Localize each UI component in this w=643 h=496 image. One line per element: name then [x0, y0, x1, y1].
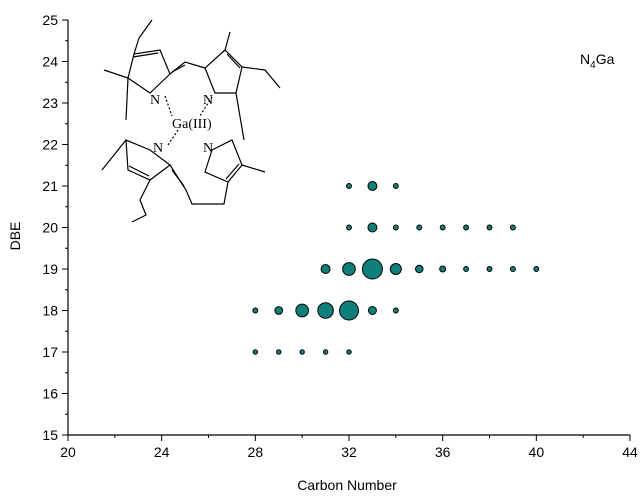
data-point: [342, 262, 356, 276]
x-tick-label: 36: [435, 444, 451, 460]
x-tick-label: 44: [622, 444, 638, 460]
data-point: [276, 349, 282, 355]
data-point: [346, 183, 352, 189]
x-tick-label: 40: [529, 444, 545, 460]
data-point: [439, 265, 447, 273]
methyl-substituent: [241, 164, 266, 173]
data-point: [389, 263, 402, 275]
molecule-atom-labels: N N N N Ga(III): [150, 93, 213, 156]
double-bond: [171, 64, 186, 73]
data-point: [509, 266, 516, 272]
data-point: [486, 266, 493, 272]
y-axis-title: DBE: [7, 222, 23, 251]
data-point: [463, 224, 470, 231]
axes: 20 24 28 32 36 40 44 15 16 17 18 19 20 21 22 23 24 25: [42, 12, 638, 460]
data-point: [392, 183, 399, 189]
y-tick-label: 19: [42, 261, 58, 277]
molecule-structure-diagram: [101, 19, 281, 223]
data-point: [320, 264, 331, 274]
pyrrole-ring-top-left: [127, 49, 171, 94]
ethyl-substituent: [133, 19, 153, 55]
data-point: [486, 224, 493, 231]
data-point: [416, 224, 423, 231]
data-point: [367, 222, 378, 233]
pyrrole-ring-bottom-left: [125, 139, 171, 181]
y-tick-label: 17: [42, 344, 58, 360]
data-points: [252, 181, 540, 355]
data-point: [367, 181, 378, 191]
x-tick-label: 20: [60, 444, 76, 460]
data-point: [252, 307, 259, 314]
atom-label-n3: N: [153, 141, 163, 156]
methyl-substituent: [101, 139, 127, 171]
data-point: [509, 224, 516, 231]
x-tick-label: 28: [248, 444, 264, 460]
data-point: [299, 349, 305, 355]
x-axis-title: Carbon Number: [297, 477, 397, 493]
data-point: [295, 303, 309, 318]
atom-label-n2: N: [203, 93, 213, 108]
data-point: [252, 349, 259, 355]
data-point: [367, 306, 377, 315]
meso-bridge-left: [125, 77, 129, 121]
double-bond: [225, 163, 240, 180]
x-tick-label: 32: [341, 444, 357, 460]
data-point: [533, 266, 540, 272]
y-tick-label: 23: [42, 95, 58, 111]
double-bond: [226, 53, 241, 69]
methyl-substituent: [103, 69, 129, 79]
y-tick-label: 18: [42, 303, 58, 319]
x-tick-label: 24: [154, 444, 170, 460]
pyrrole-ring-top-right: [204, 49, 243, 94]
double-bond: [132, 52, 159, 58]
data-point: [415, 264, 424, 274]
ethyl-substituent: [241, 66, 281, 89]
atom-label-n4: N: [203, 141, 213, 156]
y-tick-label: 22: [42, 137, 58, 153]
y-tick-label: 21: [42, 178, 58, 194]
coordination-bond: [164, 95, 173, 117]
atom-label-n1: N: [150, 93, 160, 108]
ethyl-substituent: [131, 179, 151, 223]
data-point: [339, 300, 359, 321]
pyrrole-ring-bottom-right: [204, 139, 243, 183]
coordination-bond: [167, 129, 179, 146]
data-point: [274, 306, 284, 315]
y-tick-label: 24: [42, 54, 58, 70]
data-point: [439, 224, 446, 231]
data-point: [346, 224, 352, 231]
double-bond: [128, 165, 150, 177]
annotation-label: N4Ga: [580, 51, 615, 71]
data-point: [322, 349, 329, 355]
data-point: [346, 349, 352, 355]
data-point: [317, 302, 334, 319]
data-point: [463, 266, 470, 272]
data-point: [392, 224, 399, 231]
methyl-substituent: [224, 31, 231, 51]
meso-bridge-top: [169, 61, 206, 75]
y-tick-label: 16: [42, 386, 58, 402]
double-bond: [171, 169, 185, 187]
y-tick-label: 15: [42, 427, 58, 443]
data-point: [392, 307, 399, 314]
data-point: [361, 258, 383, 280]
y-tick-label: 25: [42, 12, 58, 28]
metal-label: Ga(III): [172, 117, 212, 132]
cyclopentene-ring: [169, 164, 229, 205]
meso-bridge-right: [235, 92, 245, 141]
y-tick-label: 20: [42, 220, 58, 236]
